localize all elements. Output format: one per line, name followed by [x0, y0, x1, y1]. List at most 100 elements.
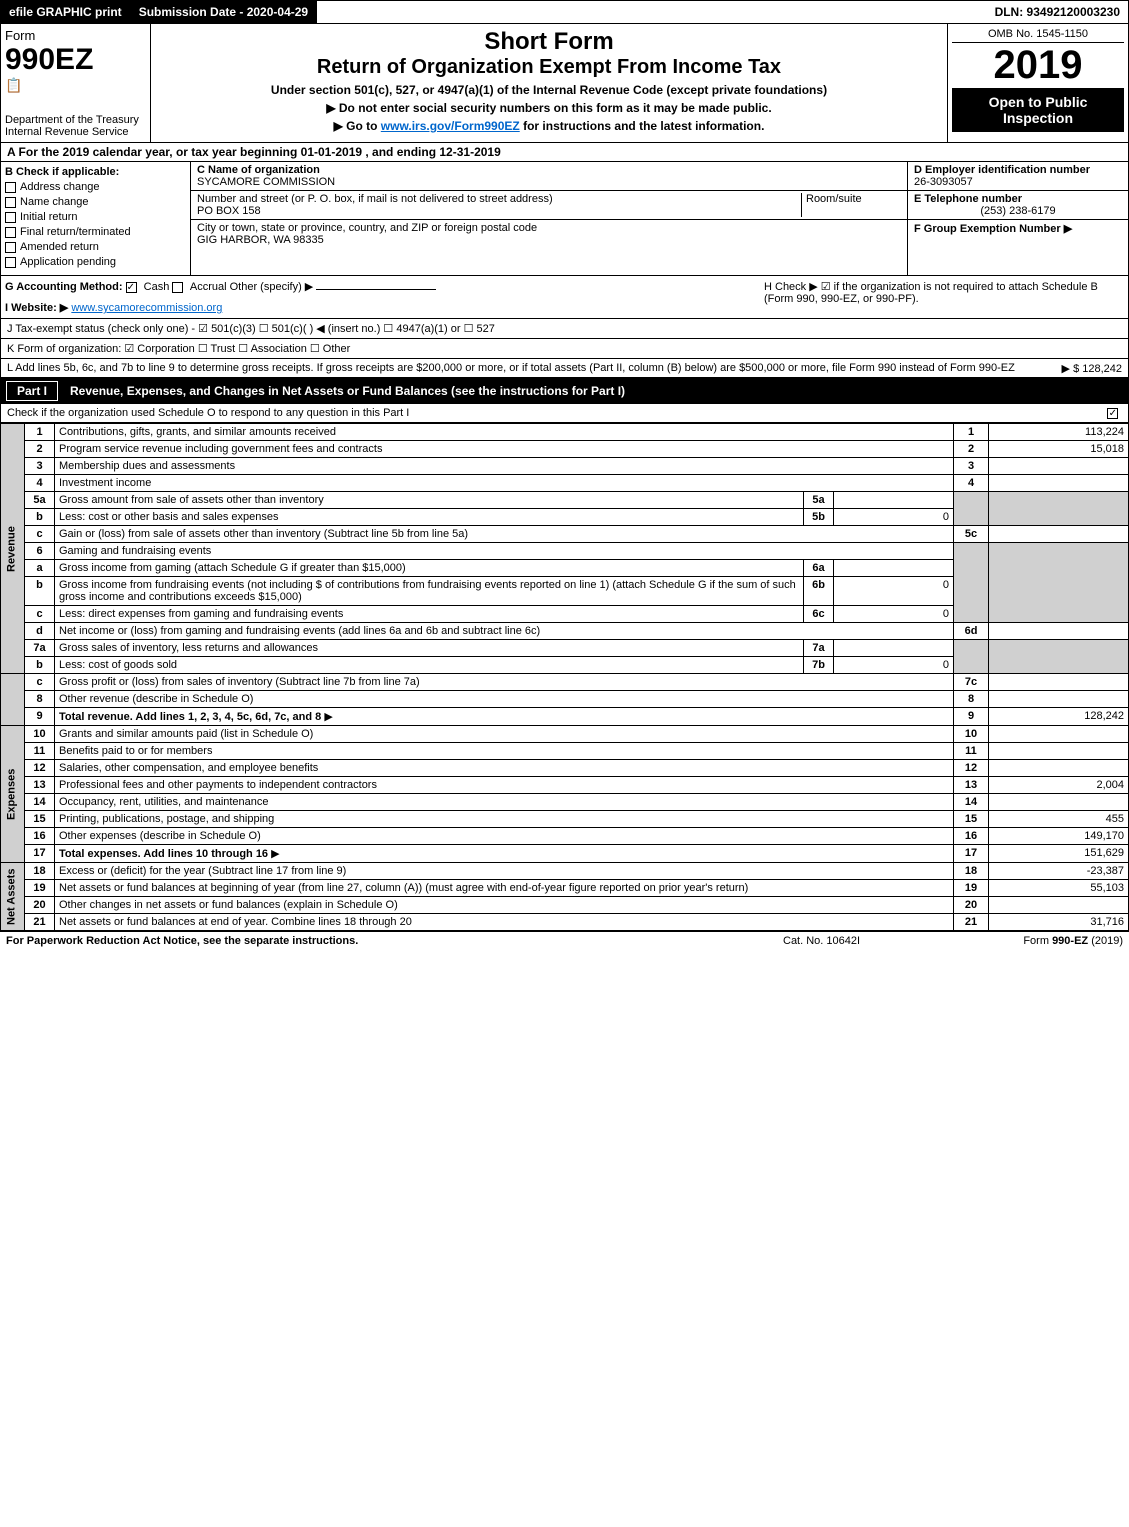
footer-form: Form 990-EZ (2019)	[943, 935, 1123, 947]
line-18-text: Excess or (deficit) for the year (Subtra…	[55, 863, 954, 880]
line-5c-val	[989, 526, 1129, 543]
line-9-text: Total revenue. Add lines 1, 2, 3, 4, 5c,…	[55, 708, 954, 726]
line-4-val	[989, 475, 1129, 492]
row-j: J Tax-exempt status (check only one) - ☑…	[0, 319, 1129, 339]
room-label: Room/suite	[801, 193, 901, 217]
line-12-text: Salaries, other compensation, and employ…	[55, 760, 954, 777]
dept-treasury: Department of the Treasury	[5, 114, 146, 126]
form-number: 990EZ	[5, 43, 146, 77]
check-pending[interactable]: Application pending	[5, 256, 186, 268]
schedule-o-check[interactable]	[1107, 408, 1118, 419]
irs-link[interactable]: www.irs.gov/Form990EZ	[381, 119, 520, 133]
line-5c-text: Gain or (loss) from sale of assets other…	[55, 526, 954, 543]
line-13-text: Professional fees and other payments to …	[55, 777, 954, 794]
line-6d-val	[989, 623, 1129, 640]
check-amended[interactable]: Amended return	[5, 241, 186, 253]
line-2-val: 15,018	[989, 441, 1129, 458]
ein-label: D Employer identification number	[914, 164, 1122, 176]
form-label: Form	[5, 28, 146, 43]
section-c: C Name of organization SYCAMORE COMMISSI…	[191, 162, 908, 275]
footer-cat: Cat. No. 10642I	[783, 935, 943, 947]
revenue-side-label: Revenue	[1, 424, 25, 674]
g-label: G Accounting Method:	[5, 281, 123, 293]
line-14-val	[989, 794, 1129, 811]
part-1-header: Part I Revenue, Expenses, and Changes in…	[0, 378, 1129, 404]
i-label: I Website: ▶	[5, 302, 68, 314]
line-a: A For the 2019 calendar year, or tax yea…	[0, 143, 1129, 162]
street-label: Number and street (or P. O. box, if mail…	[197, 193, 801, 205]
phone-label: E Telephone number	[914, 193, 1122, 205]
check-name[interactable]: Name change	[5, 196, 186, 208]
row-l-amount: ▶ $ 128,242	[1062, 362, 1122, 375]
subtitle-3: ▶ Go to www.irs.gov/Form990EZ for instru…	[155, 119, 943, 133]
line-10-text: Grants and similar amounts paid (list in…	[55, 726, 954, 743]
line-6c-val: 0	[834, 606, 954, 623]
line-20-text: Other changes in net assets or fund bala…	[55, 897, 954, 914]
line-11-val	[989, 743, 1129, 760]
line-7a-val	[834, 640, 954, 657]
omb-number: OMB No. 1545-1150	[952, 28, 1124, 43]
line-15-val: 455	[989, 811, 1129, 828]
line-19-val: 55,103	[989, 880, 1129, 897]
line-20-val	[989, 897, 1129, 914]
street: PO BOX 158	[197, 205, 801, 217]
ein: 26-3093057	[914, 176, 1122, 188]
section-b-label: B Check if applicable:	[5, 166, 186, 178]
part-1-title: Revenue, Expenses, and Changes in Net As…	[70, 384, 625, 398]
line-11-text: Benefits paid to or for members	[55, 743, 954, 760]
expenses-side-label: Expenses	[1, 726, 25, 863]
group-label: F Group Exemption Number ▶	[914, 222, 1122, 235]
tax-year: 2019	[952, 43, 1124, 88]
check-address[interactable]: Address change	[5, 181, 186, 193]
line-17-val: 151,629	[989, 845, 1129, 863]
line-5b-val: 0	[834, 509, 954, 526]
footer-left: For Paperwork Reduction Act Notice, see …	[6, 935, 783, 947]
line-7a-text: Gross sales of inventory, less returns a…	[55, 640, 804, 657]
check-accrual[interactable]	[172, 282, 183, 293]
line-2-text: Program service revenue including govern…	[55, 441, 954, 458]
line-6c-text: Less: direct expenses from gaming and fu…	[55, 606, 804, 623]
check-initial[interactable]: Initial return	[5, 211, 186, 223]
part-1-check: Check if the organization used Schedule …	[0, 404, 1129, 423]
form-header: Form 990EZ 📋 Department of the Treasury …	[0, 24, 1129, 143]
main-title: Return of Organization Exempt From Incom…	[155, 56, 943, 79]
check-final[interactable]: Final return/terminated	[5, 226, 186, 238]
line-4-text: Investment income	[55, 475, 954, 492]
line-6b-val: 0	[834, 577, 954, 606]
line-8-val	[989, 691, 1129, 708]
line-16-val: 149,170	[989, 828, 1129, 845]
line-3-val	[989, 458, 1129, 475]
line-18-val: -23,387	[989, 863, 1129, 880]
line-6a-val	[834, 560, 954, 577]
section-b: B Check if applicable: Address change Na…	[1, 162, 191, 275]
line-10-val	[989, 726, 1129, 743]
line-12-val	[989, 760, 1129, 777]
short-form-title: Short Form	[155, 28, 943, 56]
phone: (253) 238-6179	[914, 205, 1122, 217]
org-name: SYCAMORE COMMISSION	[197, 176, 901, 188]
line-7b-text: Less: cost of goods sold	[55, 657, 804, 674]
dln: DLN: 93492120003230	[987, 1, 1128, 23]
subtitle-1: Under section 501(c), 527, or 4947(a)(1)…	[155, 83, 943, 97]
line-6-text: Gaming and fundraising events	[55, 543, 954, 560]
row-h: H Check ▶ ☑ if the organization is not r…	[764, 280, 1124, 314]
org-name-label: C Name of organization	[197, 164, 901, 176]
top-bar: efile GRAPHIC print Submission Date - 20…	[0, 0, 1129, 24]
line-19-text: Net assets or fund balances at beginning…	[55, 880, 954, 897]
submission-date: Submission Date - 2020-04-29	[131, 1, 317, 23]
line-5a-text: Gross amount from sale of assets other t…	[55, 492, 804, 509]
line-9-val: 128,242	[989, 708, 1129, 726]
footer: For Paperwork Reduction Act Notice, see …	[0, 931, 1129, 950]
line-7c-val	[989, 674, 1129, 691]
line-17-text: Total expenses. Add lines 10 through 16 …	[55, 845, 954, 863]
line-1-text: Contributions, gifts, grants, and simila…	[55, 424, 954, 441]
line-13-val: 2,004	[989, 777, 1129, 794]
website-link[interactable]: www.sycamorecommission.org	[71, 302, 222, 314]
subtitle-2: ▶ Do not enter social security numbers o…	[155, 101, 943, 115]
check-cash[interactable]	[126, 282, 137, 293]
section-b-c-d: B Check if applicable: Address change Na…	[0, 162, 1129, 276]
netassets-side-label: Net Assets	[1, 863, 25, 931]
line-6d-text: Net income or (loss) from gaming and fun…	[55, 623, 954, 640]
section-d-e-f: D Employer identification number 26-3093…	[908, 162, 1128, 275]
efile-label[interactable]: efile GRAPHIC print	[1, 1, 131, 23]
